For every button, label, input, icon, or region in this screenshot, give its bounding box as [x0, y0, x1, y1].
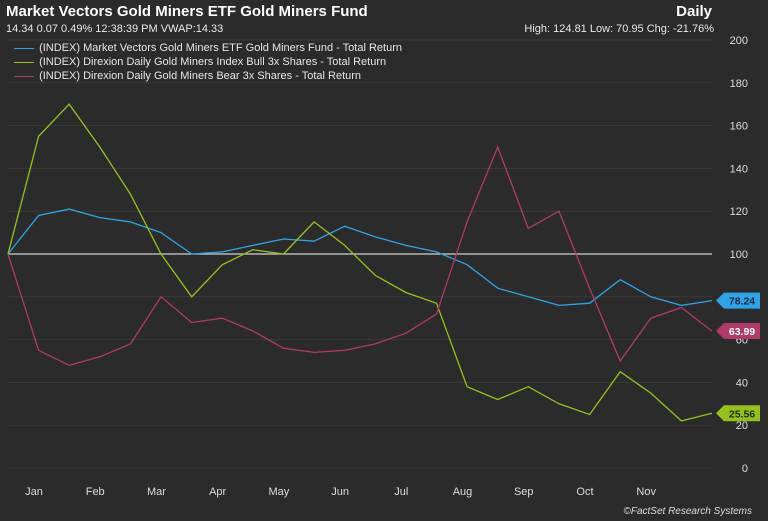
last-value-label-2: 63.99 — [729, 326, 755, 338]
legend-swatch-bull — [14, 61, 34, 63]
y-tick-label: 120 — [730, 206, 748, 218]
legend-label-etf: (INDEX) Market Vectors Gold Miners ETF G… — [39, 42, 402, 54]
x-tick-label: Sep — [514, 486, 534, 498]
legend-item-etf[interactable]: (INDEX) Market Vectors Gold Miners ETF G… — [14, 41, 402, 55]
source-credit: ©FactSet Research Systems — [623, 506, 752, 517]
last-value-label-0: 78.24 — [729, 296, 755, 308]
legend-item-bear[interactable]: (INDEX) Direxion Daily Gold Miners Bear … — [14, 69, 402, 83]
quote-line: 14.34 0.07 0.49% 12:38:39 PM VWAP:14.33 — [6, 23, 224, 35]
chart-title: Market Vectors Gold Miners ETF Gold Mine… — [6, 3, 368, 20]
legend-label-bear: (INDEX) Direxion Daily Gold Miners Bear … — [39, 70, 362, 82]
legend-swatch-etf — [14, 47, 34, 49]
stats-line: High: 124.81 Low: 70.95 Chg: -21.76% — [524, 23, 714, 35]
series-lines — [7, 103, 713, 422]
x-tick-label: Oct — [576, 486, 593, 498]
series-line-0 — [7, 208, 713, 307]
legend-label-bull: (INDEX) Direxion Daily Gold Miners Index… — [39, 56, 387, 68]
last-value-badge-1 — [716, 405, 760, 422]
legend-item-bull[interactable]: (INDEX) Direxion Daily Gold Miners Index… — [14, 55, 402, 69]
y-tick-label: 180 — [730, 78, 748, 90]
x-tick-label: Jun — [331, 486, 349, 498]
x-tick-label: Nov — [636, 486, 656, 498]
legend-swatch-bear — [14, 75, 34, 77]
y-tick-label: 140 — [730, 163, 748, 175]
y-tick-label: 40 — [736, 377, 748, 389]
x-axis: Jan Feb Mar Apr May Jun Jul Aug Sep Oct Nov — [25, 486, 656, 498]
x-tick-label: Jul — [394, 486, 408, 498]
chart-grid — [8, 39, 712, 469]
x-tick-label: Mar — [147, 486, 166, 498]
legend: (INDEX) Market Vectors Gold Miners ETF G… — [14, 41, 402, 83]
last-value-badge-2 — [716, 323, 760, 340]
frequency-label[interactable]: Daily — [676, 3, 712, 20]
y-tick-label: 200 — [730, 35, 748, 47]
y-tick-label: 0 — [742, 463, 748, 475]
x-tick-label: Apr — [209, 486, 226, 498]
series-line-1 — [7, 103, 713, 422]
y-tick-label: 160 — [730, 121, 748, 133]
x-tick-label: Aug — [453, 486, 473, 498]
last-value-label-1: 25.56 — [729, 408, 755, 420]
y-tick-label: 20 — [736, 420, 748, 432]
series-line-2 — [7, 145, 713, 366]
last-value-badge-0 — [716, 292, 760, 309]
last-value-badges: 78.24 25.56 63.99 — [716, 292, 760, 422]
x-tick-label: May — [268, 486, 289, 498]
x-tick-label: Jan — [25, 486, 43, 498]
y-tick-label: 100 — [730, 249, 748, 261]
x-tick-label: Feb — [86, 486, 105, 498]
